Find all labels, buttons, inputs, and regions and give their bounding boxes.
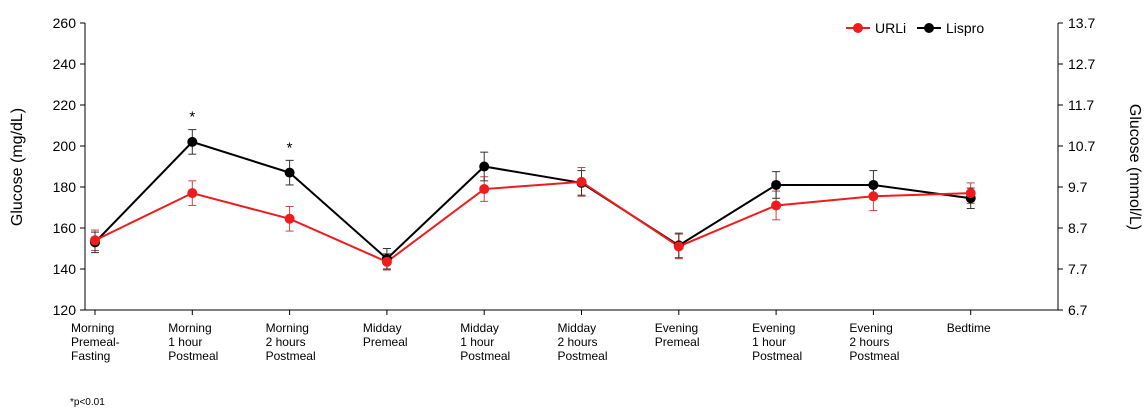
x-tick-label-line: Midday: [363, 321, 402, 335]
data-point-lispro: [868, 179, 879, 190]
y2-tick-label: 13.7: [1068, 15, 1095, 31]
y2-axis-title: Glucose (mmol/L): [1126, 104, 1143, 230]
y-tick-label: 140: [53, 261, 77, 277]
data-point-lispro: [771, 179, 782, 190]
y-tick-label: 200: [53, 138, 77, 154]
x-tick-label-line: Bedtime: [947, 321, 991, 335]
x-tick-label-line: 2 hours: [266, 335, 306, 349]
x-tick-label-line: Postmeal: [558, 349, 608, 363]
x-tick-label-line: Postmeal: [752, 349, 802, 363]
x-tick-label-line: 2 hours: [558, 335, 598, 349]
data-point-urli: [187, 188, 198, 199]
x-tick-label-line: 1 hour: [168, 335, 202, 349]
series-points: [90, 136, 976, 267]
x-tick-label-line: Evening: [849, 321, 892, 335]
y-tick-label: 160: [53, 220, 77, 236]
y2-tick-label: 9.7: [1068, 179, 1088, 195]
x-tick-label-line: Premeal: [363, 335, 408, 349]
data-point-urli: [90, 235, 100, 246]
series-line-urli: [94, 180, 971, 263]
x-tick-label-line: Evening: [752, 321, 795, 335]
legend-label-lispro: Lispro: [946, 20, 984, 36]
significance-asterisk: *: [189, 109, 195, 126]
y-tick-label: 180: [53, 179, 77, 195]
x-tick-label: Morning 2 hours Postmeal: [266, 321, 316, 363]
axes: [84, 23, 1059, 311]
left-y-ticks: 120 140 160 180 200 220 240 260: [53, 15, 85, 318]
x-tick-label: Evening 1 hour Postmeal: [752, 321, 802, 363]
footnote: *p<0.01: [70, 397, 105, 408]
x-tick-label: Midday Premeal: [363, 321, 408, 349]
data-point-urli: [576, 176, 587, 187]
x-tick-label: Midday 2 hours Postmeal: [558, 321, 608, 363]
x-tick-label: Bedtime: [947, 321, 991, 335]
data-point-urli: [868, 191, 879, 202]
data-point-lispro: [187, 136, 198, 147]
data-point-lispro: [284, 167, 295, 178]
x-tick-label-line: Evening: [655, 321, 698, 335]
right-y-ticks: 6.7 7.7 8.7 9.7 10.7 11.7 12.7 13.7: [1058, 15, 1095, 318]
y-tick-label: 260: [53, 15, 77, 31]
x-tick-label-line: Premeal: [655, 335, 700, 349]
y-tick-label: 220: [53, 97, 77, 113]
x-tick-label-line: Fasting: [71, 349, 110, 363]
x-tick-label-line: Postmeal: [168, 349, 218, 363]
series-line-lispro: [94, 140, 971, 261]
x-tick-label-line: Midday: [558, 321, 597, 335]
x-tick-label: Morning 1 hour Postmeal: [168, 321, 218, 363]
x-tick-label-line: 1 hour: [752, 335, 786, 349]
legend-swatch-marker: [853, 23, 863, 33]
data-point-urli: [284, 213, 295, 224]
y2-tick-label: 11.7: [1068, 97, 1094, 113]
y-tick-label: 240: [53, 56, 77, 72]
y2-tick-label: 7.7: [1068, 261, 1088, 277]
y2-tick-label: 6.7: [1068, 302, 1088, 318]
y2-tick-label: 12.7: [1068, 56, 1095, 72]
y2-tick-label: 8.7: [1068, 220, 1088, 236]
data-point-urli: [965, 188, 976, 199]
x-tick-label: Evening 2 hours Postmeal: [849, 321, 899, 363]
data-point-urli: [479, 184, 490, 195]
significance-asterisk: *: [287, 139, 293, 156]
significance-markers: **: [189, 109, 292, 157]
x-tick-label: Morning Premeal-Fasting: [71, 321, 120, 363]
legend-swatch-marker: [924, 23, 934, 33]
x-tick-label-line: Postmeal: [849, 349, 899, 363]
series-lines: [94, 140, 971, 263]
x-tick-label: Midday 1 hour Postmeal: [460, 321, 510, 363]
x-tick-label-line: Postmeal: [266, 349, 316, 363]
legend-label-urli: URLi: [875, 20, 906, 36]
x-tick-label-line: Postmeal: [460, 349, 510, 363]
x-tick-label-line: 1 hour: [460, 335, 494, 349]
x-tick-label-line: Morning: [71, 321, 114, 335]
data-point-urli: [771, 200, 782, 211]
x-tick-label-line: Morning: [168, 321, 211, 335]
y2-tick-label: 10.7: [1068, 138, 1095, 154]
data-point-urli: [381, 256, 392, 267]
data-point-urli: [673, 241, 684, 252]
legend: URLi Lispro: [846, 20, 984, 36]
y-tick-label: 120: [53, 302, 77, 318]
x-tick-label-line: Morning: [266, 321, 309, 335]
x-tick-label: Evening Premeal: [655, 321, 700, 349]
x-tick-label-line: Premeal-: [71, 335, 120, 349]
x-tick-label-line: 2 hours: [849, 335, 889, 349]
x-tick-label-line: Midday: [460, 321, 499, 335]
y-axis-title: Glucose (mg/dL): [9, 108, 26, 226]
data-point-lispro: [479, 161, 490, 172]
